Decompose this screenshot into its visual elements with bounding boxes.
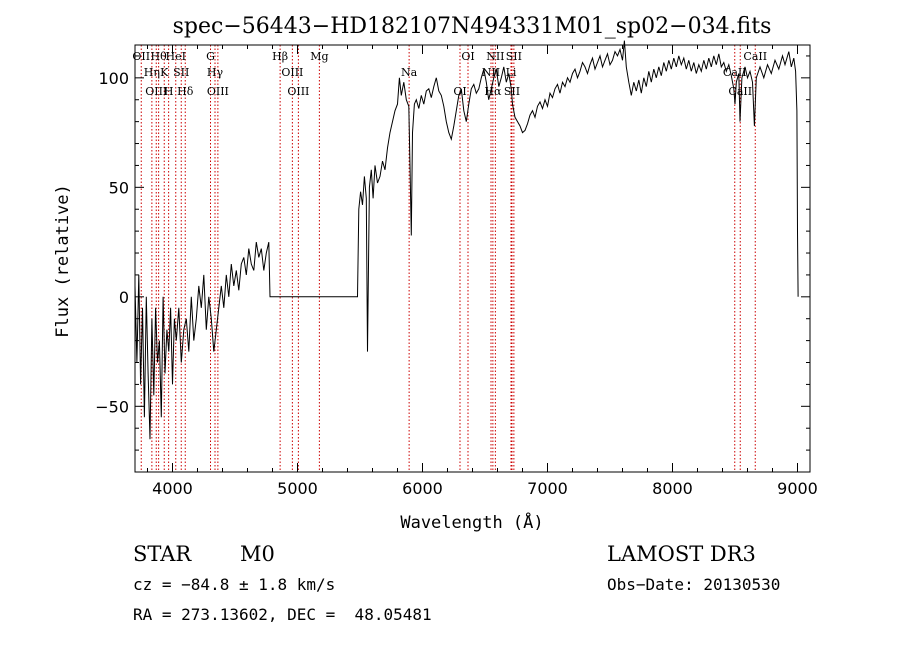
object-class: STAR xyxy=(133,542,192,566)
spectral-line-label: Hα xyxy=(484,85,502,98)
spectral-line-label: OI xyxy=(461,50,474,63)
spectral-line-label: NII xyxy=(486,50,504,63)
x-tick-label: 9000 xyxy=(777,479,818,498)
x-tick-label: 5000 xyxy=(277,479,318,498)
spectral-line-label: Li xyxy=(506,66,517,79)
spectral-line-label: Hδ xyxy=(177,85,194,98)
x-tick-label: 4000 xyxy=(152,479,193,498)
spectral-line-label: Hγ xyxy=(207,66,224,79)
spectral-line-label: CaII xyxy=(743,50,767,63)
y-tick-label: −50 xyxy=(95,397,129,416)
x-tick-label: 6000 xyxy=(402,479,443,498)
axes-frame xyxy=(134,44,811,473)
spectral-line-label: Hβ xyxy=(272,50,288,63)
spectral-line-label: OII xyxy=(132,50,150,63)
plot-area: OII Hη OIII Hθ KH HeI SII Hδ G Hγ OIII Hβ OIII OIII Mg… xyxy=(95,40,818,498)
spectral-line-label: OI xyxy=(453,85,466,98)
y-axis-label: Flux (relative) xyxy=(53,184,73,338)
spectral-line-label: OIII xyxy=(145,85,167,98)
spectral-line-label: SII xyxy=(173,66,189,79)
spectral-line-label: HeI xyxy=(166,50,186,63)
y-tick-label: 100 xyxy=(98,69,129,88)
redshift-velocity: cz = −84.8 ± 1.8 km/s xyxy=(133,575,335,594)
spectral-line-label: CaII xyxy=(723,66,747,79)
spectral-line-label: SII xyxy=(504,85,520,98)
spectral-line-label: Hη xyxy=(144,66,160,79)
object-subclass: M0 xyxy=(240,542,275,566)
spectral-line-label: OIII xyxy=(287,85,309,98)
spectral-line-label: Mg xyxy=(310,50,328,63)
coordinates: RA = 273.13602, DEC = 48.05481 xyxy=(133,605,432,624)
spectral-line-label: Hθ xyxy=(151,50,168,63)
spectral-line-label: H xyxy=(164,85,174,98)
spectral-line-label: OIII xyxy=(207,85,229,98)
observation-date: Obs−Date: 20130530 xyxy=(607,575,780,594)
x-tick-label: 8000 xyxy=(652,479,693,498)
spectral-line-label: SII xyxy=(506,50,522,63)
x-tick-label: 7000 xyxy=(527,479,568,498)
spectral-line-label: CaII xyxy=(728,85,752,98)
spectral-line-label: OIII xyxy=(281,66,303,79)
spectral-line-label: K xyxy=(160,66,169,79)
y-tick-label: 50 xyxy=(109,178,129,197)
spectral-line-label: G xyxy=(206,50,215,63)
spectral-line-label: NII xyxy=(482,66,500,79)
spectrum-series-line xyxy=(134,40,799,440)
x-axis-label: Wavelength (Å) xyxy=(400,511,543,533)
y-tick-label: 0 xyxy=(119,288,129,307)
chart-title: spec−56443−HD182107N494331M01_sp02−034.f… xyxy=(173,14,772,39)
spectral-line-label: Na xyxy=(401,66,418,79)
survey-name: LAMOST DR3 xyxy=(607,542,756,566)
